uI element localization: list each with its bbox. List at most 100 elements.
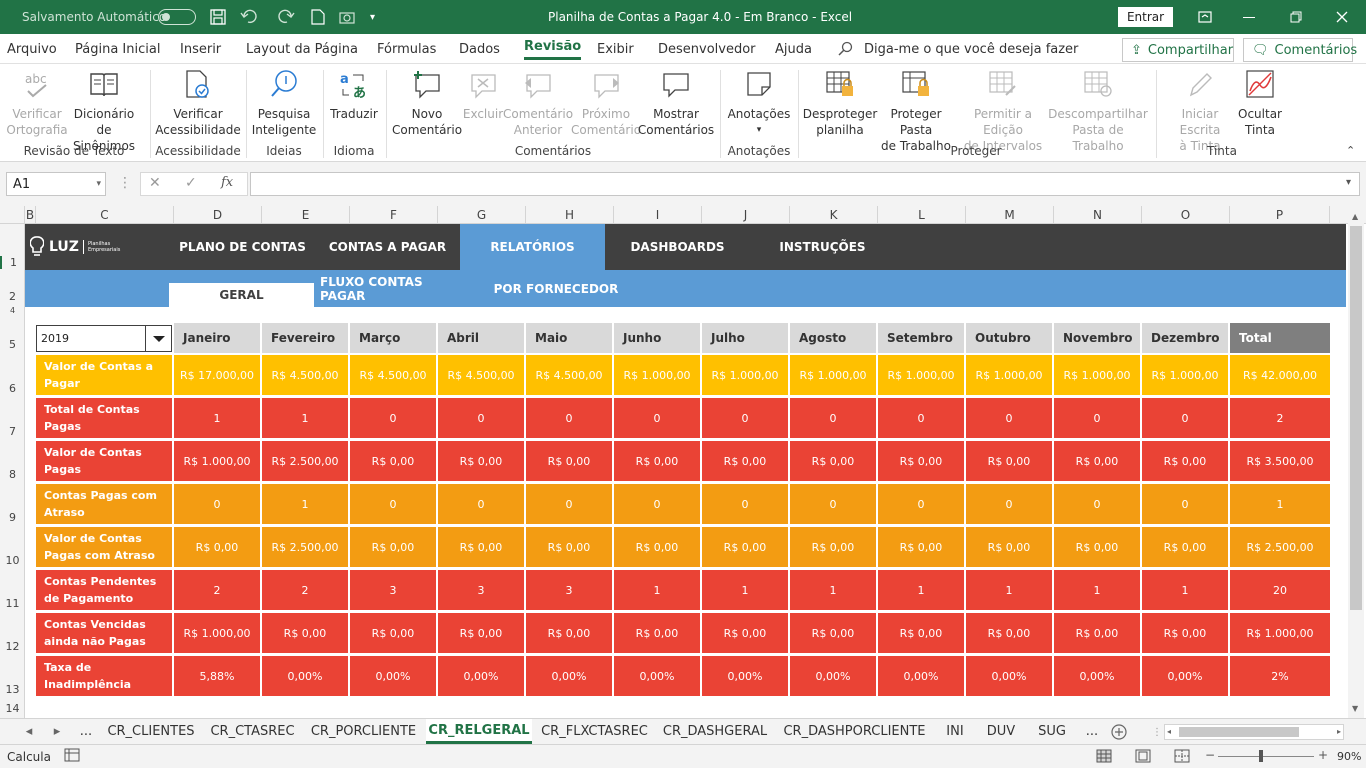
tab-cr-dashgeral[interactable]: CR_DASHGERAL: [662, 724, 768, 739]
value-cell[interactable]: 2: [174, 570, 260, 610]
tab-cr-dashporcliente[interactable]: CR_DASHPORCLIENTE: [783, 724, 926, 739]
value-cell[interactable]: 3: [526, 570, 612, 610]
value-cell[interactable]: 0,00%: [702, 656, 788, 696]
total-cell[interactable]: 1: [1230, 484, 1330, 524]
column-header[interactable]: N: [1054, 206, 1142, 224]
value-cell[interactable]: R$ 0,00: [614, 441, 700, 481]
value-cell[interactable]: 1: [262, 484, 348, 524]
next-comment-button[interactable]: Próximo Comentário: [571, 68, 641, 138]
formula-input[interactable]: [250, 172, 1360, 196]
total-cell[interactable]: 2%: [1230, 656, 1330, 696]
insert-function-icon[interactable]: fx: [221, 175, 234, 190]
tab-more-left[interactable]: ...: [79, 724, 93, 739]
unprotect-sheet-button[interactable]: Desproteger planilha: [803, 68, 877, 138]
tab-cr-flxctasrec[interactable]: CR_FLXCTASREC: [541, 724, 648, 739]
scroll-up-icon[interactable]: ▲: [1352, 212, 1359, 221]
value-cell[interactable]: 0,00%: [966, 656, 1052, 696]
start-inking-button[interactable]: Iniciar Escrita à Tinta: [1162, 68, 1238, 154]
value-cell[interactable]: R$ 0,00: [1142, 527, 1228, 567]
value-cell[interactable]: 0: [1054, 484, 1140, 524]
row-header[interactable]: 13: [5, 683, 20, 696]
hide-ink-button[interactable]: Ocultar Tinta: [1238, 68, 1282, 138]
column-header[interactable]: G: [438, 206, 526, 224]
tell-me-search[interactable]: Diga-me o que você deseja fazer: [838, 34, 1078, 64]
column-header[interactable]: L: [878, 206, 966, 224]
row-header[interactable]: 1: [0, 256, 25, 269]
row-header[interactable]: 4: [9, 306, 16, 315]
protect-workbook-button[interactable]: Proteger Pasta de Trabalho: [874, 68, 958, 154]
column-header[interactable]: J: [702, 206, 790, 224]
value-cell[interactable]: R$ 1.000,00: [614, 355, 700, 395]
tab-ini[interactable]: INI: [946, 724, 964, 739]
zoom-slider[interactable]: [1218, 756, 1314, 757]
value-cell[interactable]: 1: [174, 398, 260, 438]
undo-icon[interactable]: [240, 0, 262, 34]
column-header[interactable]: C: [36, 206, 174, 224]
column-header[interactable]: P: [1230, 206, 1330, 224]
value-cell[interactable]: R$ 4.500,00: [350, 355, 436, 395]
minimize-icon[interactable]: [1243, 0, 1255, 34]
value-cell[interactable]: 0: [702, 484, 788, 524]
value-cell[interactable]: R$ 2.500,00: [262, 527, 348, 567]
add-sheet-icon[interactable]: [1108, 719, 1130, 744]
vertical-scrollbar[interactable]: ▲ ▼: [1348, 208, 1364, 718]
value-cell[interactable]: 1: [790, 570, 876, 610]
tab-cr-porcliente[interactable]: CR_PORCLIENTE: [310, 724, 417, 739]
value-cell[interactable]: R$ 0,00: [438, 441, 524, 481]
zoom-slider-thumb[interactable]: [1259, 750, 1263, 762]
nav-dashboards[interactable]: DASHBOARDS: [630, 240, 725, 254]
scroll-down-icon[interactable]: ▼: [1352, 704, 1359, 713]
row-header[interactable]: 9: [9, 511, 16, 524]
menu-formulas[interactable]: Fórmulas: [377, 41, 437, 57]
value-cell[interactable]: R$ 0,00: [1054, 441, 1140, 481]
value-cell[interactable]: 0,00%: [1054, 656, 1140, 696]
menu-dados[interactable]: Dados: [459, 41, 500, 57]
column-header[interactable]: D: [174, 206, 262, 224]
cancel-icon[interactable]: ✕: [149, 175, 161, 191]
restore-icon[interactable]: [1290, 0, 1302, 34]
value-cell[interactable]: 1: [1142, 570, 1228, 610]
page-break-view-icon[interactable]: [1174, 749, 1190, 766]
value-cell[interactable]: 0: [526, 398, 612, 438]
value-cell[interactable]: 1: [1054, 570, 1140, 610]
value-cell[interactable]: R$ 0,00: [702, 441, 788, 481]
comments-button[interactable]: 🗨 Comentários: [1243, 38, 1357, 62]
thesaurus-button[interactable]: Dicionário de Sinônimos: [68, 68, 140, 154]
macro-record-icon[interactable]: [64, 748, 80, 765]
value-cell[interactable]: 0: [438, 484, 524, 524]
value-cell[interactable]: R$ 0,00: [350, 527, 436, 567]
menu-exibir[interactable]: Exibir: [597, 41, 634, 57]
customize-qat-icon[interactable]: ▾: [370, 11, 376, 23]
value-cell[interactable]: R$ 0,00: [790, 613, 876, 653]
value-cell[interactable]: R$ 0,00: [878, 527, 964, 567]
value-cell[interactable]: R$ 17.000,00: [174, 355, 260, 395]
expand-formula-icon[interactable]: ▾: [1346, 177, 1352, 188]
sign-in-button[interactable]: Entrar: [1118, 7, 1173, 27]
value-cell[interactable]: R$ 2.500,00: [262, 441, 348, 481]
nav-contas-a-pagar[interactable]: CONTAS A PAGAR: [328, 240, 447, 254]
tab-more-right[interactable]: ...: [1085, 724, 1099, 739]
value-cell[interactable]: R$ 4.500,00: [526, 355, 612, 395]
nav-relatorios[interactable]: RELATÓRIOS: [460, 224, 605, 270]
value-cell[interactable]: R$ 0,00: [790, 441, 876, 481]
value-cell[interactable]: 1: [614, 570, 700, 610]
tab-split-handle-icon[interactable]: ⋮: [1152, 727, 1162, 738]
show-comments-button[interactable]: Mostrar Comentários: [638, 68, 714, 138]
value-cell[interactable]: R$ 0,00: [262, 613, 348, 653]
value-cell[interactable]: R$ 4.500,00: [262, 355, 348, 395]
value-cell[interactable]: R$ 1.000,00: [1054, 355, 1140, 395]
tab-duv[interactable]: DUV: [986, 724, 1016, 739]
normal-view-icon[interactable]: [1096, 749, 1112, 766]
column-header[interactable]: E: [262, 206, 350, 224]
value-cell[interactable]: 1: [878, 570, 964, 610]
value-cell[interactable]: R$ 0,00: [790, 527, 876, 567]
notes-button[interactable]: Anotações ▾: [727, 68, 791, 138]
value-cell[interactable]: R$ 0,00: [878, 613, 964, 653]
row-header[interactable]: 8: [9, 468, 16, 481]
enter-icon[interactable]: ✓: [185, 175, 197, 191]
value-cell[interactable]: R$ 0,00: [614, 527, 700, 567]
zoom-in-icon[interactable]: +: [1318, 748, 1329, 762]
subnav-fluxo-contas-pagar[interactable]: FLUXO CONTAS PAGAR: [320, 274, 423, 303]
tab-scroll-left-icon[interactable]: ◂: [25, 724, 33, 739]
